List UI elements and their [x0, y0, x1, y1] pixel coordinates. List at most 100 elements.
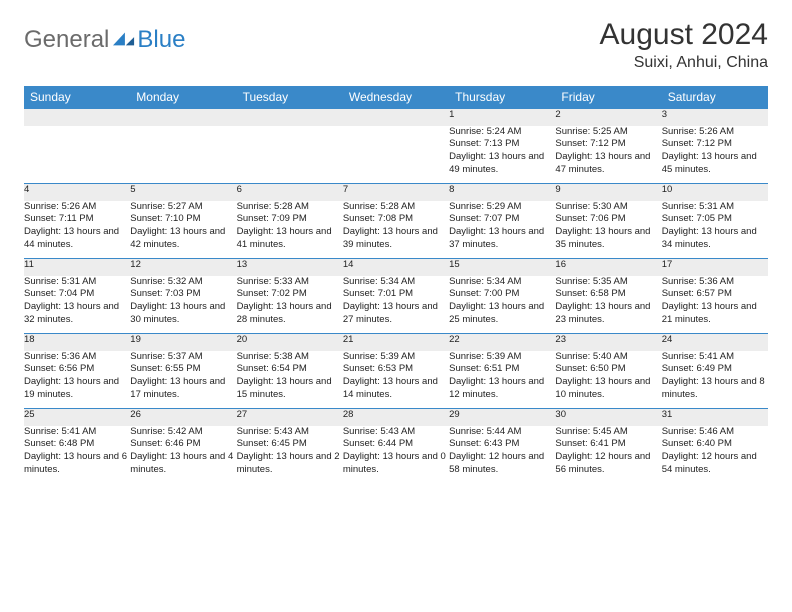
day-number-cell: 8	[449, 184, 555, 201]
day-number-cell: 1	[449, 109, 555, 126]
weekday-header: Thursday	[449, 86, 555, 109]
day-content-row: Sunrise: 5:41 AMSunset: 6:48 PMDaylight:…	[24, 426, 768, 484]
day-content-cell: Sunrise: 5:43 AMSunset: 6:44 PMDaylight:…	[343, 426, 449, 484]
day-content-cell: Sunrise: 5:33 AMSunset: 7:02 PMDaylight:…	[237, 276, 343, 334]
day-number-cell	[130, 109, 236, 126]
logo-triangle-icon	[113, 29, 135, 47]
day-content-cell: Sunrise: 5:28 AMSunset: 7:08 PMDaylight:…	[343, 201, 449, 259]
day-number-row: 25262728293031	[24, 409, 768, 426]
day-content-row: Sunrise: 5:24 AMSunset: 7:13 PMDaylight:…	[24, 126, 768, 184]
day-number-cell: 30	[555, 409, 661, 426]
day-content-row: Sunrise: 5:36 AMSunset: 6:56 PMDaylight:…	[24, 351, 768, 409]
logo: General Blue	[24, 26, 185, 54]
day-content-cell: Sunrise: 5:40 AMSunset: 6:50 PMDaylight:…	[555, 351, 661, 409]
day-content-cell: Sunrise: 5:25 AMSunset: 7:12 PMDaylight:…	[555, 126, 661, 184]
day-content-cell: Sunrise: 5:26 AMSunset: 7:12 PMDaylight:…	[662, 126, 768, 184]
day-content-cell: Sunrise: 5:38 AMSunset: 6:54 PMDaylight:…	[237, 351, 343, 409]
day-number-row: 45678910	[24, 184, 768, 201]
day-number-cell: 6	[237, 184, 343, 201]
day-content-row: Sunrise: 5:26 AMSunset: 7:11 PMDaylight:…	[24, 201, 768, 259]
weekday-header: Sunday	[24, 86, 130, 109]
day-number-cell: 2	[555, 109, 661, 126]
day-number-cell: 4	[24, 184, 130, 201]
day-number-cell: 29	[449, 409, 555, 426]
month-title: August 2024	[600, 18, 768, 52]
page-header: General Blue August 2024 Suixi, Anhui, C…	[24, 18, 768, 72]
day-number-cell: 9	[555, 184, 661, 201]
day-content-cell: Sunrise: 5:42 AMSunset: 6:46 PMDaylight:…	[130, 426, 236, 484]
day-content-cell: Sunrise: 5:31 AMSunset: 7:05 PMDaylight:…	[662, 201, 768, 259]
day-content-cell: Sunrise: 5:31 AMSunset: 7:04 PMDaylight:…	[24, 276, 130, 334]
calendar-body: 123Sunrise: 5:24 AMSunset: 7:13 PMDaylig…	[24, 109, 768, 484]
day-content-cell: Sunrise: 5:46 AMSunset: 6:40 PMDaylight:…	[662, 426, 768, 484]
day-number-cell: 21	[343, 334, 449, 351]
day-content-cell: Sunrise: 5:43 AMSunset: 6:45 PMDaylight:…	[237, 426, 343, 484]
weekday-header: Monday	[130, 86, 236, 109]
day-number-cell: 16	[555, 259, 661, 276]
day-number-cell: 27	[237, 409, 343, 426]
day-number-cell: 28	[343, 409, 449, 426]
day-number-cell: 22	[449, 334, 555, 351]
day-content-cell: Sunrise: 5:34 AMSunset: 7:00 PMDaylight:…	[449, 276, 555, 334]
day-content-cell: Sunrise: 5:36 AMSunset: 6:56 PMDaylight:…	[24, 351, 130, 409]
day-number-cell: 18	[24, 334, 130, 351]
day-number-cell: 7	[343, 184, 449, 201]
day-content-cell: Sunrise: 5:41 AMSunset: 6:49 PMDaylight:…	[662, 351, 768, 409]
day-number-cell: 17	[662, 259, 768, 276]
day-content-cell	[237, 126, 343, 184]
day-number-row: 18192021222324	[24, 334, 768, 351]
day-content-cell: Sunrise: 5:34 AMSunset: 7:01 PMDaylight:…	[343, 276, 449, 334]
day-number-cell: 15	[449, 259, 555, 276]
day-number-cell: 10	[662, 184, 768, 201]
calendar-page: General Blue August 2024 Suixi, Anhui, C…	[0, 0, 792, 502]
day-number-cell: 25	[24, 409, 130, 426]
day-number-cell: 19	[130, 334, 236, 351]
day-content-cell: Sunrise: 5:28 AMSunset: 7:09 PMDaylight:…	[237, 201, 343, 259]
day-number-row: 11121314151617	[24, 259, 768, 276]
day-number-cell: 31	[662, 409, 768, 426]
logo-text-blue: Blue	[137, 26, 185, 54]
title-block: August 2024 Suixi, Anhui, China	[600, 18, 768, 72]
day-number-cell: 5	[130, 184, 236, 201]
day-content-cell	[130, 126, 236, 184]
day-number-cell: 3	[662, 109, 768, 126]
day-content-cell: Sunrise: 5:41 AMSunset: 6:48 PMDaylight:…	[24, 426, 130, 484]
day-number-cell: 11	[24, 259, 130, 276]
day-content-row: Sunrise: 5:31 AMSunset: 7:04 PMDaylight:…	[24, 276, 768, 334]
day-content-cell: Sunrise: 5:30 AMSunset: 7:06 PMDaylight:…	[555, 201, 661, 259]
weekday-header: Wednesday	[343, 86, 449, 109]
location-text: Suixi, Anhui, China	[600, 54, 768, 72]
day-number-cell	[343, 109, 449, 126]
calendar-head: Sunday Monday Tuesday Wednesday Thursday…	[24, 86, 768, 109]
day-number-cell: 23	[555, 334, 661, 351]
weekday-header: Tuesday	[237, 86, 343, 109]
day-content-cell: Sunrise: 5:44 AMSunset: 6:43 PMDaylight:…	[449, 426, 555, 484]
logo-text-general: General	[24, 26, 109, 54]
day-number-row: 123	[24, 109, 768, 126]
day-content-cell: Sunrise: 5:39 AMSunset: 6:51 PMDaylight:…	[449, 351, 555, 409]
day-content-cell: Sunrise: 5:26 AMSunset: 7:11 PMDaylight:…	[24, 201, 130, 259]
day-content-cell: Sunrise: 5:32 AMSunset: 7:03 PMDaylight:…	[130, 276, 236, 334]
day-number-cell	[24, 109, 130, 126]
day-content-cell: Sunrise: 5:37 AMSunset: 6:55 PMDaylight:…	[130, 351, 236, 409]
day-content-cell: Sunrise: 5:36 AMSunset: 6:57 PMDaylight:…	[662, 276, 768, 334]
day-number-cell: 20	[237, 334, 343, 351]
day-content-cell: Sunrise: 5:35 AMSunset: 6:58 PMDaylight:…	[555, 276, 661, 334]
day-content-cell: Sunrise: 5:45 AMSunset: 6:41 PMDaylight:…	[555, 426, 661, 484]
day-content-cell: Sunrise: 5:29 AMSunset: 7:07 PMDaylight:…	[449, 201, 555, 259]
calendar-table: Sunday Monday Tuesday Wednesday Thursday…	[24, 86, 768, 484]
weekday-header: Saturday	[662, 86, 768, 109]
day-number-cell: 13	[237, 259, 343, 276]
day-content-cell	[343, 126, 449, 184]
day-number-cell: 12	[130, 259, 236, 276]
day-content-cell: Sunrise: 5:39 AMSunset: 6:53 PMDaylight:…	[343, 351, 449, 409]
day-number-cell	[237, 109, 343, 126]
day-number-cell: 24	[662, 334, 768, 351]
day-number-cell: 26	[130, 409, 236, 426]
weekday-row: Sunday Monday Tuesday Wednesday Thursday…	[24, 86, 768, 109]
day-content-cell: Sunrise: 5:24 AMSunset: 7:13 PMDaylight:…	[449, 126, 555, 184]
day-content-cell: Sunrise: 5:27 AMSunset: 7:10 PMDaylight:…	[130, 201, 236, 259]
day-number-cell: 14	[343, 259, 449, 276]
day-content-cell	[24, 126, 130, 184]
weekday-header: Friday	[555, 86, 661, 109]
